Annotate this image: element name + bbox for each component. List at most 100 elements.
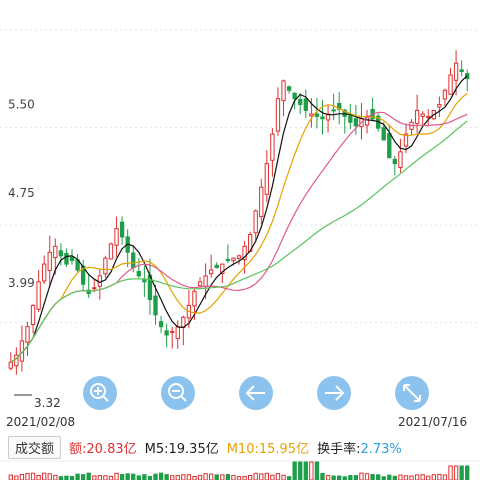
volume-bar [459,465,464,481]
volume-bar [392,475,398,481]
low-price-label: 3.32 [34,396,61,410]
volume-bar [409,475,414,481]
candle-body [225,258,231,262]
zoom-out-button[interactable] [161,376,195,410]
volume-bar [108,475,114,481]
volume-bar [253,472,258,481]
volume-bar [142,474,147,481]
zoom-in-glyph [90,383,106,399]
candle-body [259,186,264,217]
pan-right-button[interactable] [317,376,351,410]
turnover-value: 2.73% [360,441,402,457]
volume-bar [19,473,25,481]
volume-bar [403,475,409,481]
candle-body [437,104,442,108]
zoom-handle [102,395,109,402]
arrow-left-icon [245,385,265,401]
volume-info-bar: 成交额 额:20.83亿 M5:19.35亿 M10:15.95亿 换手率:2.… [0,433,480,461]
m10-label: M10: [226,441,259,457]
volume-bar [30,472,36,481]
candle-body [348,115,353,123]
volume-bar [398,474,403,481]
volume-bar [170,475,175,481]
control-button-bg [161,376,195,410]
y-axis-labels: 5.50 4.75 3.99 [8,98,35,290]
candle-body [387,132,392,159]
volume-bar [192,476,197,481]
candle-body [197,281,203,287]
zoom-in-icon [90,383,109,402]
volume-bar [437,473,442,481]
volume-bar [348,475,353,481]
candle-body [392,158,398,165]
m5-label: M5: [144,441,169,457]
candle-body [314,113,320,117]
arrow-left-glyph [245,385,265,401]
candlestick-series [8,50,470,375]
volume-bar [181,474,186,481]
volume-bar [259,473,264,481]
volume-bar [147,475,153,481]
candle-body [331,109,336,112]
volume-bar [131,473,136,481]
volume-bar [431,474,436,481]
volume-bar [364,473,370,481]
candle-body [242,245,247,261]
amount-stat: 额:20.83亿 [69,438,137,457]
volume-bar [158,472,164,481]
volume-bar [236,476,242,481]
candle-body [69,256,75,262]
volume-bar [208,473,214,481]
candle-body [192,290,197,307]
fullscreen-button[interactable] [395,376,429,410]
arrow-right-glyph [325,385,345,401]
volume-bar [220,474,225,481]
candle-body [442,89,448,100]
volume-bar [448,465,453,481]
volume-metric-button[interactable]: 成交额 [8,435,62,459]
candle-body [403,133,409,147]
volume-bar [80,474,86,481]
candle-body [325,113,331,121]
candle-body [53,245,58,259]
candle-body [414,109,420,124]
pan-left-button[interactable] [239,376,273,410]
volume-bar [320,472,325,481]
volume-bar [42,472,47,481]
candle-body [320,116,325,120]
volume-bar [331,475,336,481]
zoom-out-glyph [168,383,184,399]
volume-bar [325,475,331,481]
date-start-label: 2021/02/08 [6,415,75,429]
candle-body [36,281,41,310]
candle-body [459,69,464,72]
ma20-line [10,111,468,363]
candle-body [298,98,303,106]
candle-body [58,250,64,257]
candle-body [448,74,453,95]
volume-bar [25,472,30,481]
volume-bar [58,476,64,481]
volume-bar [64,475,69,481]
candle-body [420,113,425,117]
candle-body [158,321,164,328]
volume-bar [314,461,320,481]
amount-value: 20.83亿 [86,441,137,457]
volume-bar [387,474,392,481]
candle-body [114,228,119,246]
volume-bar [442,474,448,481]
candle-body [381,127,386,141]
volume-bar [225,474,231,481]
volume-bar [164,474,169,481]
candle-body [253,210,258,234]
volume-bar [426,475,431,481]
candle-body [103,257,108,275]
candle-body [220,263,225,275]
volume-bar [264,472,270,481]
candle-body [214,264,219,269]
zoom-in-button[interactable] [83,376,117,410]
candle-body [236,255,242,259]
amount-label: 额: [69,441,87,457]
volume-bar [453,465,459,481]
